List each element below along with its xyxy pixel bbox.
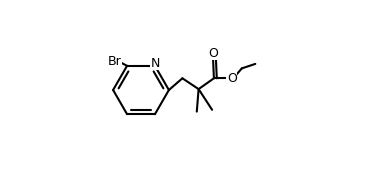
Text: O: O xyxy=(227,72,237,85)
Text: O: O xyxy=(209,47,218,60)
Text: Br: Br xyxy=(107,55,121,68)
Text: N: N xyxy=(151,57,160,70)
